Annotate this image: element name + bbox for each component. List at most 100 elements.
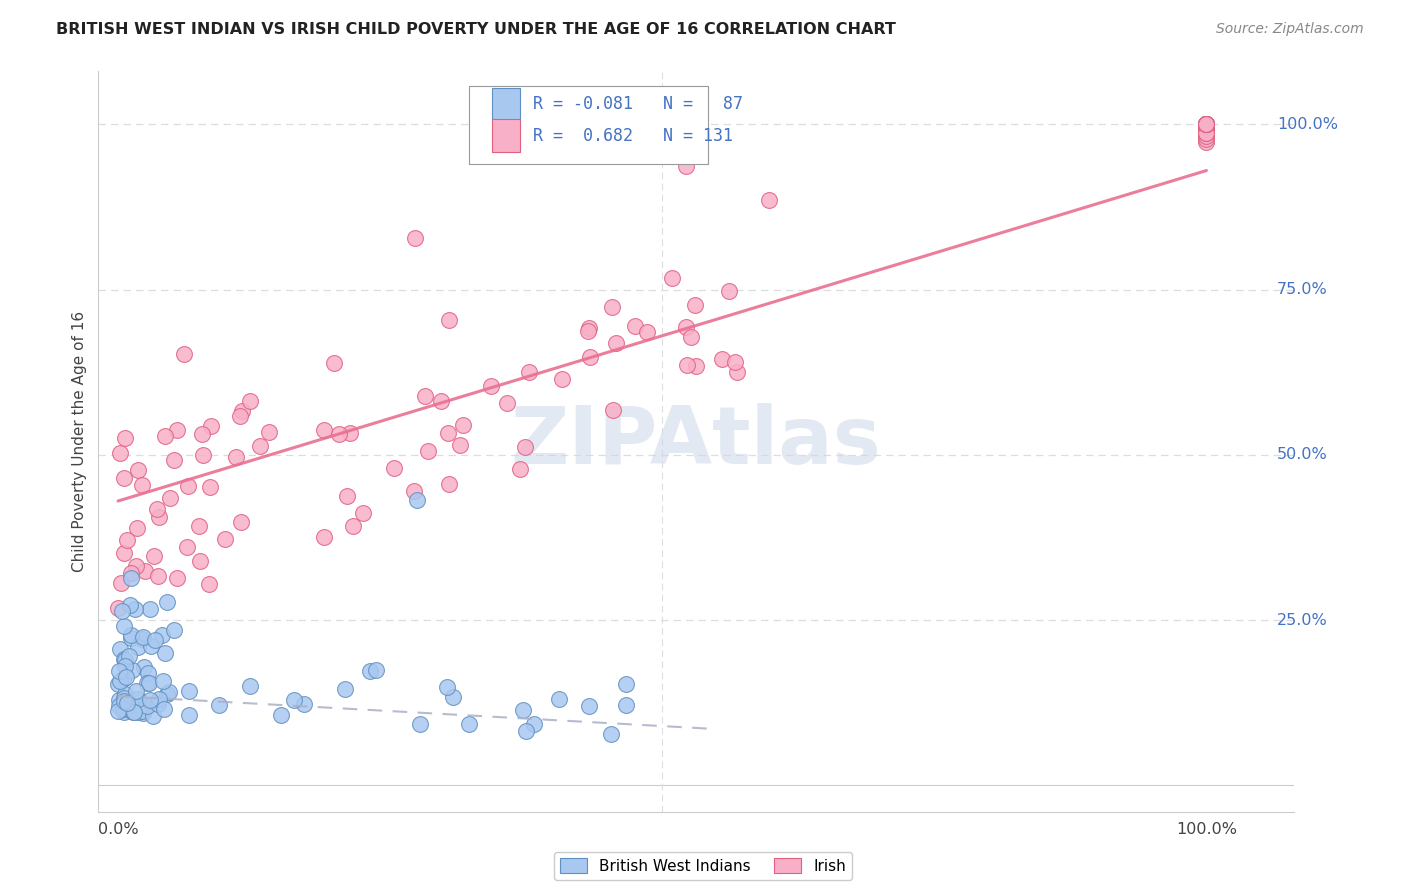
Point	[187, 518, 209, 533]
Point	[150, 628, 173, 642]
Point	[439, 312, 461, 326]
Point	[723, 354, 745, 368]
Point	[1195, 126, 1218, 140]
Point	[509, 462, 531, 476]
Point	[138, 676, 160, 690]
Point	[114, 698, 136, 712]
Point	[112, 652, 135, 666]
Point	[159, 491, 181, 506]
Point	[270, 707, 292, 722]
Point	[139, 692, 162, 706]
Point	[134, 660, 156, 674]
Point	[127, 691, 149, 706]
Point	[177, 708, 200, 723]
Point	[111, 673, 134, 687]
Point	[122, 706, 145, 720]
Point	[602, 403, 624, 417]
Point	[1195, 117, 1218, 131]
Point	[1195, 118, 1218, 132]
Point	[249, 439, 271, 453]
Point	[136, 699, 159, 714]
Point	[127, 699, 149, 714]
Point	[685, 298, 707, 312]
Point	[177, 684, 200, 698]
Point	[114, 686, 136, 700]
Point	[115, 533, 138, 547]
Point	[257, 425, 280, 439]
Point	[141, 639, 163, 653]
Point	[208, 698, 231, 712]
Point	[416, 443, 439, 458]
Point	[229, 409, 252, 424]
Point	[1195, 117, 1218, 131]
Point	[176, 540, 198, 554]
Y-axis label: Child Poverty Under the Age of 16: Child Poverty Under the Age of 16	[72, 311, 87, 572]
Point	[458, 716, 481, 731]
Point	[112, 693, 135, 707]
Point	[1195, 117, 1218, 131]
Point	[138, 666, 160, 681]
Point	[239, 394, 262, 409]
Point	[111, 605, 134, 619]
Point	[214, 532, 236, 546]
Point	[1195, 129, 1218, 144]
Text: R =  0.682   N = 131: R = 0.682 N = 131	[533, 127, 734, 145]
Point	[108, 692, 131, 706]
Point	[148, 692, 170, 706]
Point	[229, 515, 252, 529]
Point	[131, 632, 153, 646]
Point	[143, 549, 166, 563]
Point	[436, 681, 458, 695]
Point	[578, 321, 600, 335]
Point	[148, 510, 170, 524]
Point	[600, 727, 623, 741]
Point	[114, 659, 136, 673]
Point	[600, 300, 623, 314]
Text: 75.0%: 75.0%	[1277, 282, 1327, 297]
Point	[200, 419, 222, 434]
Point	[675, 160, 697, 174]
Point	[131, 477, 153, 491]
Point	[148, 568, 170, 582]
Point	[153, 646, 176, 660]
Text: 100.0%: 100.0%	[1175, 822, 1237, 837]
Point	[120, 571, 142, 585]
Point	[1195, 117, 1218, 131]
Point	[177, 478, 200, 492]
Point	[239, 679, 262, 693]
Point	[548, 691, 571, 706]
Point	[1195, 128, 1218, 142]
Point	[437, 425, 460, 440]
Point	[430, 393, 453, 408]
Point	[496, 396, 519, 410]
Point	[155, 595, 177, 609]
Point	[135, 698, 157, 712]
Point	[188, 554, 211, 568]
Point	[125, 521, 148, 535]
Point	[173, 347, 195, 361]
Point	[624, 318, 647, 333]
Text: R = -0.081   N =   87: R = -0.081 N = 87	[533, 95, 744, 113]
Point	[479, 378, 502, 392]
Point	[1195, 117, 1218, 131]
Point	[1195, 117, 1218, 131]
Point	[1195, 126, 1218, 140]
Point	[1195, 117, 1218, 131]
Point	[117, 697, 139, 711]
Point	[336, 490, 359, 504]
Point	[146, 502, 169, 516]
Point	[121, 663, 143, 677]
Point	[437, 477, 460, 491]
Point	[225, 450, 247, 464]
Point	[1195, 120, 1218, 135]
Point	[156, 687, 179, 701]
Point	[1195, 132, 1218, 146]
Point	[131, 630, 153, 644]
Point	[1195, 126, 1218, 140]
Point	[146, 697, 169, 711]
Point	[231, 403, 253, 417]
Point	[1195, 117, 1218, 131]
Point	[578, 698, 600, 713]
Point	[110, 641, 132, 656]
FancyBboxPatch shape	[492, 120, 520, 152]
